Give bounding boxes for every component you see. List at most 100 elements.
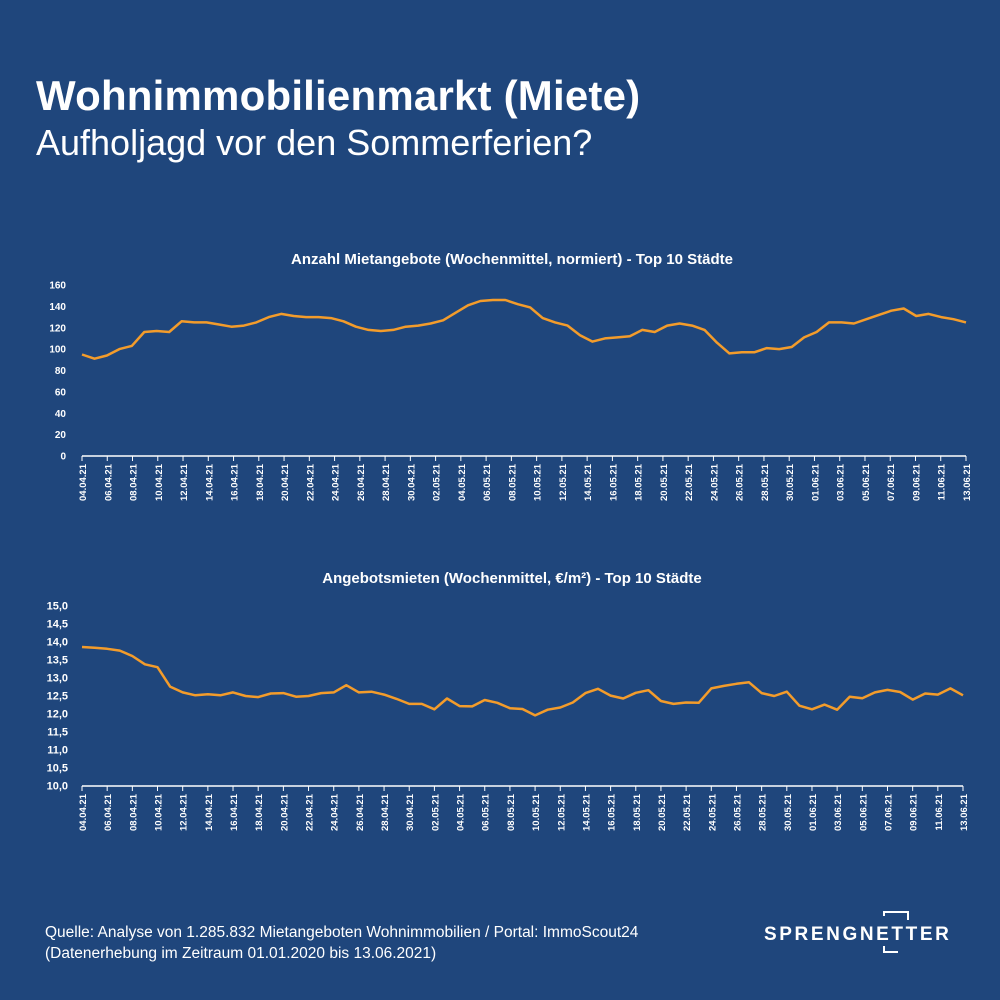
- y-tick-label: 40: [55, 409, 67, 420]
- x-tick-label: 06.05.21: [482, 463, 493, 501]
- logo-bracket-icon: [883, 911, 909, 953]
- chart-offer-count: Anzahl Mietangebote (Wochenmittel, normi…: [49, 251, 973, 501]
- x-tick-label: 28.05.21: [760, 463, 771, 501]
- y-tick-label: 160: [49, 281, 66, 292]
- x-tick-label: 20.04.21: [279, 793, 290, 831]
- x-tick-label: 04.05.21: [456, 793, 467, 831]
- x-tick-label: 16.05.21: [608, 463, 619, 501]
- x-tick-label: 26.04.21: [356, 463, 367, 501]
- y-tick-label: 13,0: [47, 673, 68, 685]
- x-tick-label: 07.06.21: [883, 793, 894, 831]
- x-tick-label: 30.04.21: [406, 463, 417, 501]
- x-tick-label: 07.06.21: [886, 463, 897, 501]
- x-tick-label: 26.05.21: [735, 463, 746, 501]
- x-tick-label: 10.04.21: [154, 463, 165, 501]
- chart-title: Angebotsmieten (Wochenmittel, €/m²) - To…: [322, 570, 701, 587]
- y-tick-label: 100: [49, 345, 66, 356]
- x-tick-label: 28.04.21: [380, 793, 391, 831]
- x-tick-label: 02.05.21: [430, 793, 441, 831]
- y-tick-label: 14,5: [47, 619, 68, 631]
- x-tick-label: 06.04.21: [103, 793, 114, 831]
- x-tick-label: 22.04.21: [305, 793, 316, 831]
- x-tick-label: 20.04.21: [280, 463, 291, 501]
- x-tick-label: 24.05.21: [707, 793, 718, 831]
- y-tick-label: 60: [55, 387, 67, 398]
- page-title: Wohnimmobilienmarkt (Miete): [36, 72, 641, 119]
- x-tick-label: 30.05.21: [783, 793, 794, 831]
- x-tick-label: 18.04.21: [254, 793, 265, 831]
- x-tick-label: 03.06.21: [836, 463, 847, 501]
- x-tick-label: 08.04.21: [129, 463, 140, 501]
- x-tick-label: 05.06.21: [861, 463, 872, 501]
- x-tick-label: 20.05.21: [659, 463, 670, 501]
- x-tick-label: 30.05.21: [785, 463, 796, 501]
- y-tick-label: 80: [55, 366, 67, 377]
- x-tick-label: 28.05.21: [758, 793, 769, 831]
- x-tick-label: 18.05.21: [634, 463, 645, 501]
- chart-offer-rent: Angebotsmieten (Wochenmittel, €/m²) - To…: [47, 570, 970, 831]
- x-tick-label: 03.06.21: [833, 793, 844, 831]
- x-tick-label: 13.06.21: [962, 463, 973, 501]
- y-tick-label: 14,0: [47, 637, 68, 649]
- x-tick-label: 10.05.21: [533, 463, 544, 501]
- y-tick-label: 120: [49, 323, 66, 334]
- y-tick-label: 12,0: [47, 709, 68, 721]
- y-tick-label: 11,0: [47, 745, 68, 757]
- y-tick-label: 10,0: [47, 781, 68, 793]
- x-tick-label: 20.05.21: [657, 793, 668, 831]
- source-line-1: Quelle: Analyse von 1.285.832 Mietangebo…: [45, 924, 639, 941]
- source-line-2: (Datenerhebung im Zeitraum 01.01.2020 bi…: [45, 945, 437, 962]
- x-tick-label: 02.05.21: [432, 463, 443, 501]
- x-tick-label: 22.05.21: [682, 793, 693, 831]
- x-tick-label: 12.04.21: [179, 463, 190, 501]
- x-tick-label: 08.05.21: [506, 793, 517, 831]
- sprengnetter-logo: SPRENGNETTER: [760, 910, 950, 956]
- y-tick-label: 140: [49, 302, 66, 313]
- x-tick-label: 13.06.21: [959, 793, 970, 831]
- y-tick-label: 15,0: [47, 601, 68, 613]
- x-tick-label: 16.04.21: [230, 463, 241, 501]
- x-tick-label: 09.06.21: [911, 463, 922, 501]
- x-tick-label: 09.06.21: [909, 793, 920, 831]
- chart-title: Anzahl Mietangebote (Wochenmittel, normi…: [291, 251, 733, 268]
- x-tick-label: 04.05.21: [457, 463, 468, 501]
- x-tick-label: 12.04.21: [179, 793, 190, 831]
- x-tick-label: 18.04.21: [255, 463, 266, 501]
- x-tick-label: 12.05.21: [558, 463, 569, 501]
- x-tick-label: 16.04.21: [229, 793, 240, 831]
- x-tick-label: 05.06.21: [858, 793, 869, 831]
- x-tick-label: 28.04.21: [381, 463, 392, 501]
- x-tick-label: 08.04.21: [128, 793, 139, 831]
- x-tick-label: 06.05.21: [481, 793, 492, 831]
- x-tick-label: 24.05.21: [709, 463, 720, 501]
- x-tick-label: 16.05.21: [607, 793, 618, 831]
- x-tick-label: 10.05.21: [531, 793, 542, 831]
- x-tick-label: 30.04.21: [405, 793, 416, 831]
- x-tick-label: 22.04.21: [305, 463, 316, 501]
- x-tick-label: 11.06.21: [937, 463, 948, 500]
- x-tick-label: 08.05.21: [507, 463, 518, 501]
- x-tick-label: 26.05.21: [732, 793, 743, 831]
- x-tick-label: 18.05.21: [632, 793, 643, 831]
- series-line: [81, 298, 967, 360]
- x-tick-label: 26.04.21: [355, 793, 366, 831]
- y-tick-label: 0: [60, 452, 66, 463]
- x-tick-label: 24.04.21: [330, 793, 341, 831]
- x-tick-label: 12.05.21: [556, 793, 567, 831]
- logo-text: SPRENGNETTER: [764, 924, 952, 945]
- x-tick-label: 14.05.21: [581, 793, 592, 831]
- x-tick-label: 22.05.21: [684, 463, 695, 501]
- y-tick-label: 12,5: [47, 691, 68, 703]
- y-tick-label: 13,5: [47, 655, 68, 667]
- x-tick-label: 06.04.21: [103, 463, 114, 501]
- series-line: [81, 645, 964, 717]
- x-tick-label: 14.04.21: [204, 793, 215, 831]
- x-tick-label: 10.04.21: [154, 793, 165, 831]
- page-subtitle: Aufholjagd vor den Sommerferien?: [36, 122, 593, 163]
- y-tick-label: 20: [55, 430, 67, 441]
- x-tick-label: 04.04.21: [78, 793, 89, 831]
- x-tick-label: 14.04.21: [204, 463, 215, 501]
- x-tick-label: 11.06.21: [934, 793, 945, 830]
- x-tick-label: 24.04.21: [331, 463, 342, 501]
- x-tick-label: 01.06.21: [808, 793, 819, 831]
